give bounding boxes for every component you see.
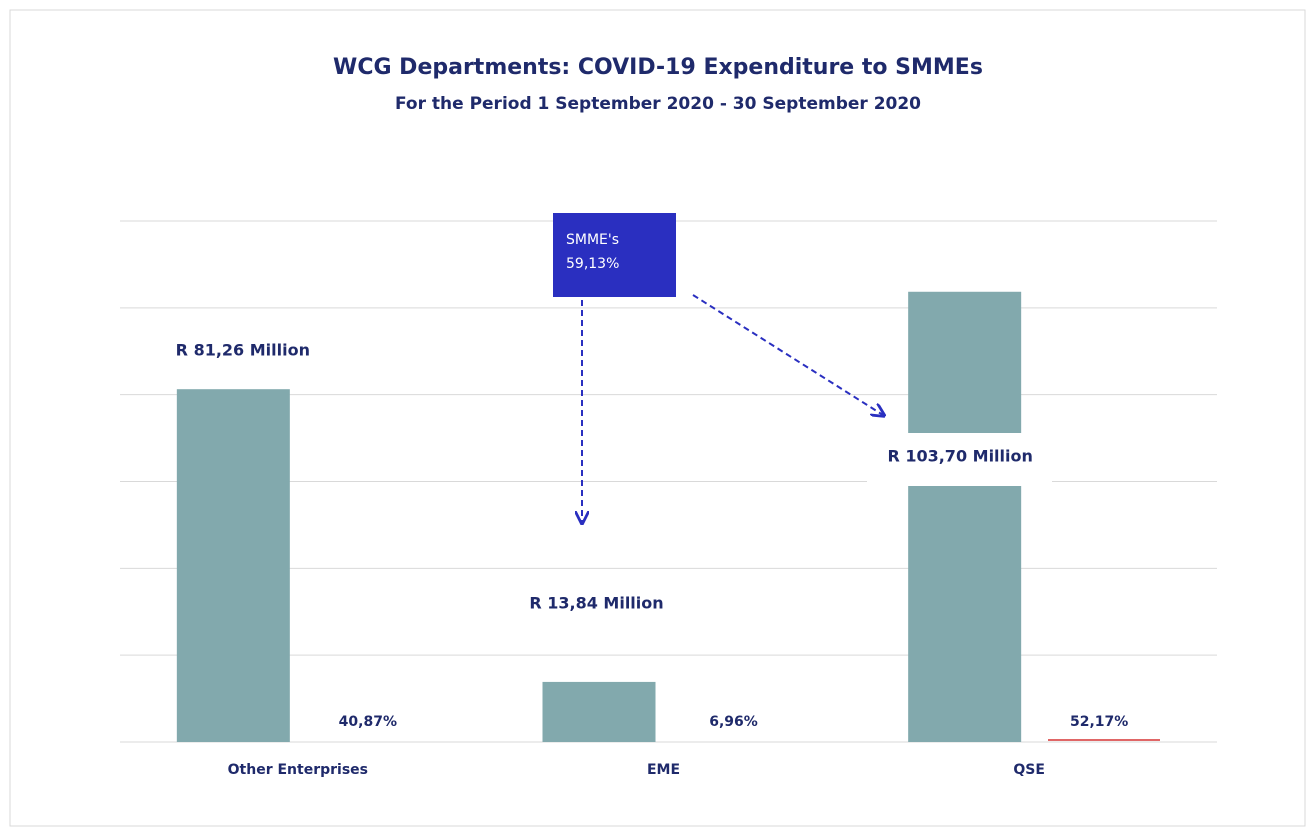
callout-text: 59,13%: [566, 256, 619, 272]
bar: [908, 291, 1022, 742]
share-label: 40,87%: [339, 714, 397, 730]
share-label: 52,17%: [1070, 714, 1128, 730]
x-tick-label: QSE: [1013, 762, 1045, 778]
callout-arrow: [692, 294, 883, 415]
chart-subtitle: For the Period 1 September 2020 - 30 Sep…: [395, 94, 921, 114]
label-background: [867, 433, 1052, 486]
share-label: 6,96%: [709, 714, 758, 730]
x-tick-label: Other Enterprises: [228, 762, 368, 778]
x-tick-label: EME: [647, 762, 680, 778]
callout-text: SMME's: [566, 232, 619, 248]
bar: [542, 681, 656, 742]
bar: [176, 389, 290, 742]
plot-area: Other Enterprises R 81,26 Million 40,87% EM…: [120, 220, 1217, 778]
overlay: SMME's 59,13%: [553, 213, 1160, 741]
data-label: R 81,26 Million: [176, 341, 310, 360]
chart-title: WCG Departments: COVID-19 Expenditure to…: [333, 55, 983, 80]
data-label: R 103,70 Million: [887, 447, 1032, 466]
data-label: R 13,84 Million: [529, 593, 663, 612]
callout-box: [553, 213, 676, 297]
